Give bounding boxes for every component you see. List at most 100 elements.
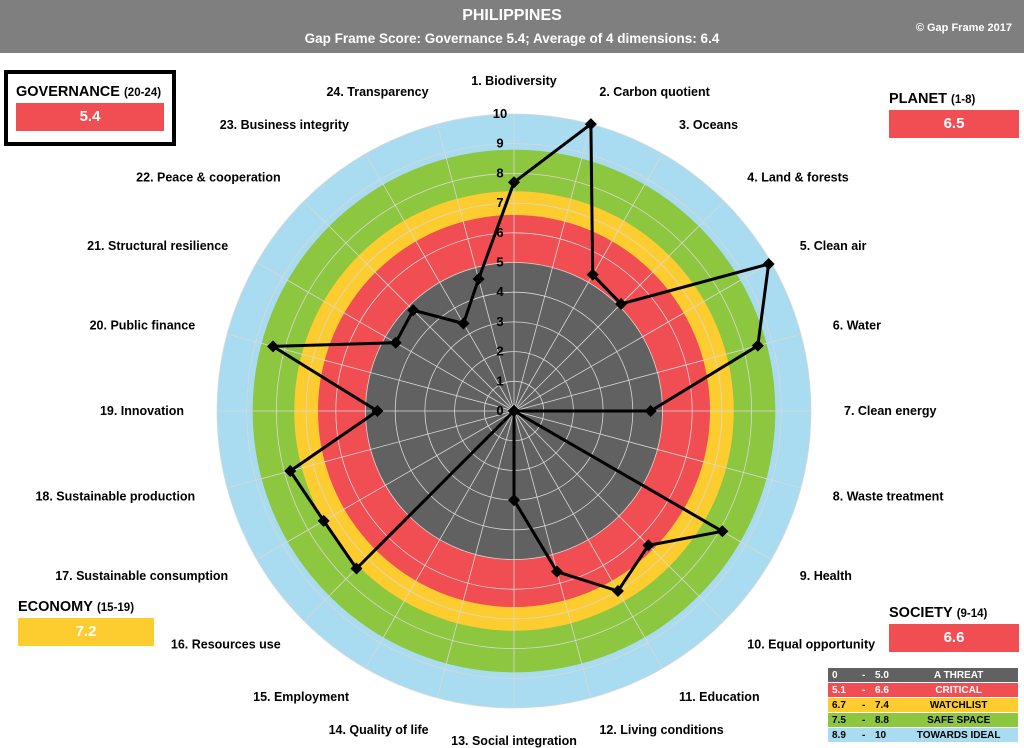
page-title: PHILIPPINES bbox=[462, 7, 562, 24]
category-label: 23. Business integrity bbox=[220, 118, 349, 132]
category-label: 11. Education bbox=[679, 690, 760, 704]
category-label: 21. Structural resilience bbox=[87, 239, 228, 253]
category-label: 4. Land & forests bbox=[747, 171, 848, 185]
spoke bbox=[513, 410, 801, 489]
data-point-1 bbox=[508, 176, 520, 189]
data-point-18 bbox=[284, 464, 297, 477]
legend-label: SAFE SPACE bbox=[899, 712, 1018, 728]
header: PHILIPPINES Gap Frame Score: Governance … bbox=[0, 0, 1024, 53]
spoke bbox=[513, 262, 772, 412]
legend-sep: - bbox=[856, 668, 871, 683]
spoke bbox=[513, 410, 725, 622]
legend-from: 7.5 bbox=[828, 712, 857, 728]
economy-label: ECONOMY (15-19) bbox=[18, 599, 135, 615]
spoke bbox=[256, 410, 515, 560]
spoke bbox=[365, 153, 515, 412]
category-label: 15. Employment bbox=[253, 690, 350, 704]
copyright: © Gap Frame 2017 bbox=[915, 22, 1012, 34]
planet-range: (1-8) bbox=[951, 94, 976, 106]
legend-from: 8.9 bbox=[828, 727, 857, 743]
tick-label: 9 bbox=[496, 136, 503, 151]
data-point-6 bbox=[751, 339, 764, 352]
data-point-5 bbox=[762, 257, 775, 270]
data-point-23 bbox=[457, 317, 470, 330]
legend-from: 6.7 bbox=[828, 697, 857, 713]
category-label: 10. Equal opportunity bbox=[747, 637, 875, 651]
legend-label: A THREAT bbox=[899, 668, 1018, 683]
category-label: 1. Biodiversity bbox=[471, 74, 556, 88]
legend-row: 0-5.0 A THREAT bbox=[828, 668, 1018, 683]
legend-label: CRITICAL bbox=[899, 682, 1018, 698]
data-point-24 bbox=[472, 273, 485, 286]
data-point-4 bbox=[615, 297, 628, 310]
society-range: (9-14) bbox=[956, 608, 988, 620]
tick-label: 2 bbox=[496, 344, 503, 359]
tick-label: 3 bbox=[496, 314, 503, 329]
governance-score: 5.4 bbox=[16, 103, 164, 131]
category-label: 20. Public finance bbox=[90, 319, 196, 333]
data-point-10 bbox=[642, 539, 655, 552]
governance-box: GOVERNANCE (20-24) 5.4 bbox=[4, 70, 176, 146]
category-label: 13. Social integration bbox=[451, 734, 577, 748]
category-label: 19. Innovation bbox=[100, 404, 184, 418]
data-point-13 bbox=[508, 494, 520, 507]
legend-row: 6.7-7.4 WATCHLIST bbox=[828, 697, 1018, 713]
spoke bbox=[513, 410, 592, 698]
category-label: 24. Transparency bbox=[326, 85, 428, 99]
tick-label: 8 bbox=[496, 165, 503, 180]
spoke bbox=[513, 153, 663, 412]
legend-sep: - bbox=[856, 697, 871, 713]
data-point-12 bbox=[551, 565, 564, 578]
planet-score: 6.5 bbox=[889, 110, 1019, 138]
society-label: SOCIETY (9-14) bbox=[889, 605, 988, 621]
category-label: 8. Waste treatment bbox=[833, 489, 945, 503]
governance-label: GOVERNANCE (20-24) bbox=[16, 84, 162, 100]
spoke bbox=[513, 410, 663, 669]
data-point-19 bbox=[371, 405, 384, 417]
legend-to: 5.0 bbox=[871, 668, 900, 683]
spoke bbox=[436, 410, 515, 698]
data-point-22 bbox=[407, 304, 420, 317]
data-point-7 bbox=[644, 405, 657, 417]
legend-to: 7.4 bbox=[871, 697, 900, 713]
data-point-11 bbox=[611, 585, 624, 598]
category-label: 3. Oceans bbox=[679, 118, 738, 132]
tick-label: 5 bbox=[496, 255, 503, 270]
radar-chart: 0 1 2 3 4 5 6 7 8 9 10 1. Biodiversity 2. Carbon quo… bbox=[35, 74, 945, 748]
data-point-21 bbox=[389, 336, 402, 349]
category-label: 22. Peace & cooperation bbox=[136, 171, 281, 185]
data-point-16 bbox=[350, 562, 363, 575]
category-label: 2. Carbon quotient bbox=[599, 85, 710, 99]
category-label: 12. Living conditions bbox=[599, 723, 723, 737]
tick-label: 0 bbox=[496, 403, 503, 418]
tick-label: 4 bbox=[496, 284, 504, 299]
legend-sep: - bbox=[856, 712, 871, 728]
economy-range: (15-19) bbox=[96, 602, 135, 614]
data-point-20 bbox=[267, 340, 280, 353]
planet-label: PLANET (1-8) bbox=[889, 91, 976, 107]
spoke bbox=[227, 410, 515, 489]
legend-from: 0 bbox=[828, 668, 857, 683]
society-score: 6.6 bbox=[889, 624, 1019, 652]
economy-score: 7.2 bbox=[18, 618, 154, 646]
category-label: 6. Water bbox=[833, 319, 881, 333]
legend-to: 8.8 bbox=[871, 712, 900, 728]
score-subtitle: Gap Frame Score: Governance 5.4; Average… bbox=[304, 31, 720, 46]
data-series-line bbox=[271, 122, 771, 593]
spoke bbox=[256, 262, 515, 412]
data-point-17 bbox=[317, 514, 330, 527]
spoke bbox=[303, 200, 515, 412]
legend-row: 7.5-8.8 SAFE SPACE bbox=[828, 712, 1018, 728]
score-legend: 0-5.0 A THREAT 5.1-6.6 CRITICAL 6.7-7.4 WATCH… bbox=[828, 668, 1018, 743]
data-point-2 bbox=[584, 118, 597, 131]
legend-row: 8.9-10 TOWARDS IDEAL bbox=[828, 727, 1018, 743]
economy-box: ECONOMY (15-19) 7.2 bbox=[18, 599, 154, 646]
governance-range: (20-24) bbox=[123, 87, 162, 99]
category-label: 14. Quality of life bbox=[329, 723, 429, 737]
spoke bbox=[365, 410, 515, 669]
tick-label: 6 bbox=[496, 225, 503, 240]
category-label: 7. Clean energy bbox=[844, 404, 936, 418]
legend-sep: - bbox=[856, 727, 871, 743]
category-label: 9. Health bbox=[800, 569, 852, 583]
society-box: SOCIETY (9-14) 6.6 bbox=[889, 605, 1019, 652]
